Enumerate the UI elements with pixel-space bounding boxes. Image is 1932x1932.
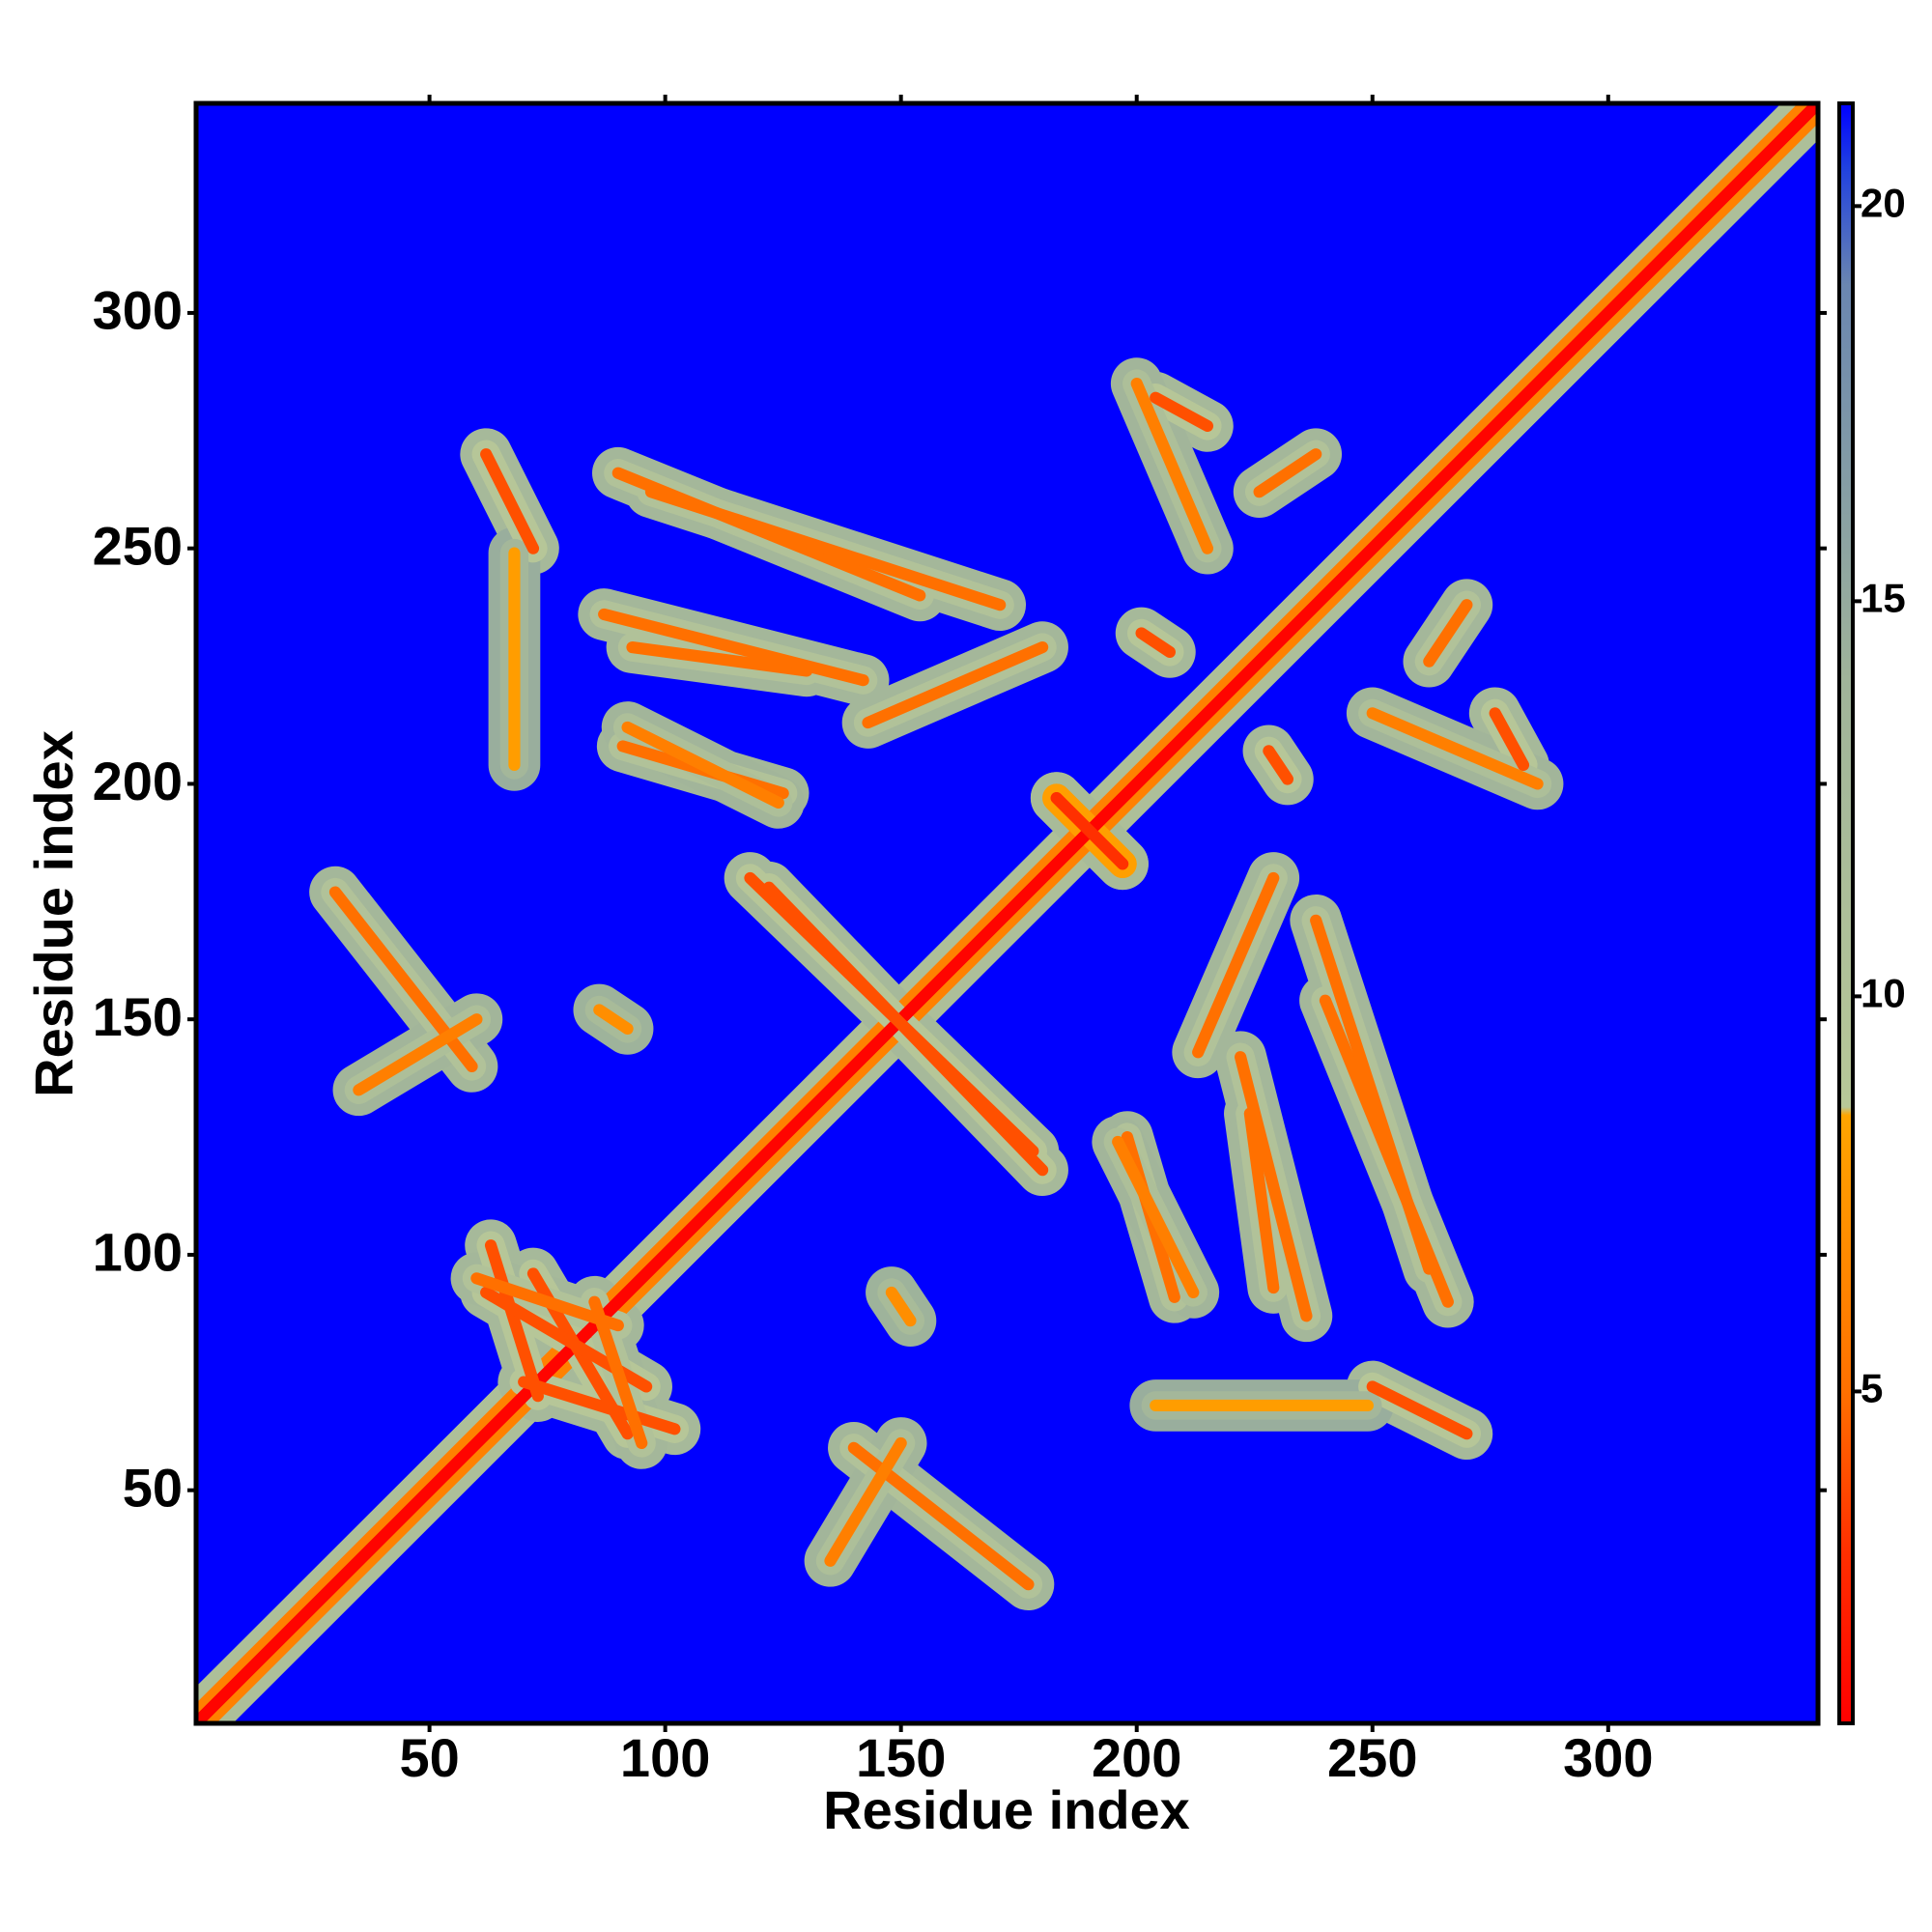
contact-core bbox=[480, 448, 540, 554]
contact-core bbox=[885, 1286, 917, 1327]
contact-core bbox=[862, 640, 1049, 729]
colorbar-segment bbox=[1839, 285, 1853, 681]
contact-core bbox=[1130, 377, 1214, 554]
contact-core bbox=[1489, 707, 1530, 772]
contact-core bbox=[1263, 745, 1294, 785]
colorbar-frame bbox=[1837, 101, 1855, 1725]
y-tick-label: 250 bbox=[93, 515, 183, 576]
colorbar-segment bbox=[1839, 1106, 1853, 1116]
x-tick-label: 250 bbox=[1327, 1727, 1417, 1788]
colorbar-tick-label: 20 bbox=[1861, 180, 1906, 225]
contact-core bbox=[762, 881, 1049, 1177]
y-axis-title: Residue index bbox=[23, 730, 84, 1097]
plot-area bbox=[196, 103, 1818, 1723]
x-axis-title: Residue index bbox=[823, 1779, 1190, 1840]
contact-core bbox=[1112, 1135, 1200, 1299]
y-tick-label: 150 bbox=[93, 986, 183, 1047]
colorbar-segment bbox=[1839, 1549, 1853, 1724]
colorbar-segment bbox=[1839, 1391, 1853, 1550]
x-tick-label: 300 bbox=[1563, 1727, 1653, 1788]
contact-core bbox=[1150, 391, 1214, 433]
x-tick-label: 200 bbox=[1092, 1727, 1181, 1788]
y-tick-label: 200 bbox=[93, 751, 183, 811]
contact-core bbox=[1243, 1107, 1280, 1294]
axes: 50 100 150 200 250 300 50 100 150 200 250 300 5 10 15 2… bbox=[93, 95, 1906, 1788]
contact-core bbox=[1366, 707, 1544, 790]
contact-core bbox=[626, 640, 813, 677]
colorbar-tick-label: 15 bbox=[1861, 575, 1906, 620]
y-tick-label: 50 bbox=[123, 1457, 183, 1518]
plot-frame bbox=[193, 100, 1821, 1726]
x-tick-label: 100 bbox=[620, 1727, 710, 1788]
contact-core bbox=[484, 1239, 544, 1403]
contact-core bbox=[644, 486, 1007, 611]
contact-core bbox=[518, 1376, 681, 1435]
colorbar-segment bbox=[1839, 103, 1853, 167]
contact-core bbox=[1310, 914, 1435, 1275]
contact-core bbox=[196, 103, 1818, 1723]
x-tick-label: 150 bbox=[856, 1727, 946, 1788]
contact-core bbox=[824, 1436, 907, 1567]
colorbar-segment bbox=[1839, 166, 1853, 286]
contact-core bbox=[1192, 871, 1280, 1059]
x-tick-label: 50 bbox=[399, 1727, 459, 1788]
colorbar-tick-label: 10 bbox=[1861, 970, 1906, 1015]
contact-core bbox=[593, 1004, 634, 1036]
contact-core bbox=[1253, 448, 1322, 498]
contact-core bbox=[598, 608, 869, 687]
colorbar-segment bbox=[1839, 680, 1853, 1108]
contact-core bbox=[1366, 1380, 1473, 1440]
contact-core bbox=[1135, 627, 1176, 659]
contact-core bbox=[1234, 1051, 1313, 1322]
contact-core bbox=[621, 721, 784, 810]
colorbar-tick-label: 5 bbox=[1861, 1366, 1883, 1411]
contact-core bbox=[588, 1295, 648, 1450]
contact-core bbox=[353, 1013, 483, 1096]
y-tick-label: 300 bbox=[93, 280, 183, 341]
colorbar-segment bbox=[1839, 1115, 1853, 1392]
y-tick-label: 100 bbox=[93, 1222, 183, 1283]
contact-core bbox=[1050, 791, 1129, 870]
contact-core bbox=[1423, 599, 1473, 668]
